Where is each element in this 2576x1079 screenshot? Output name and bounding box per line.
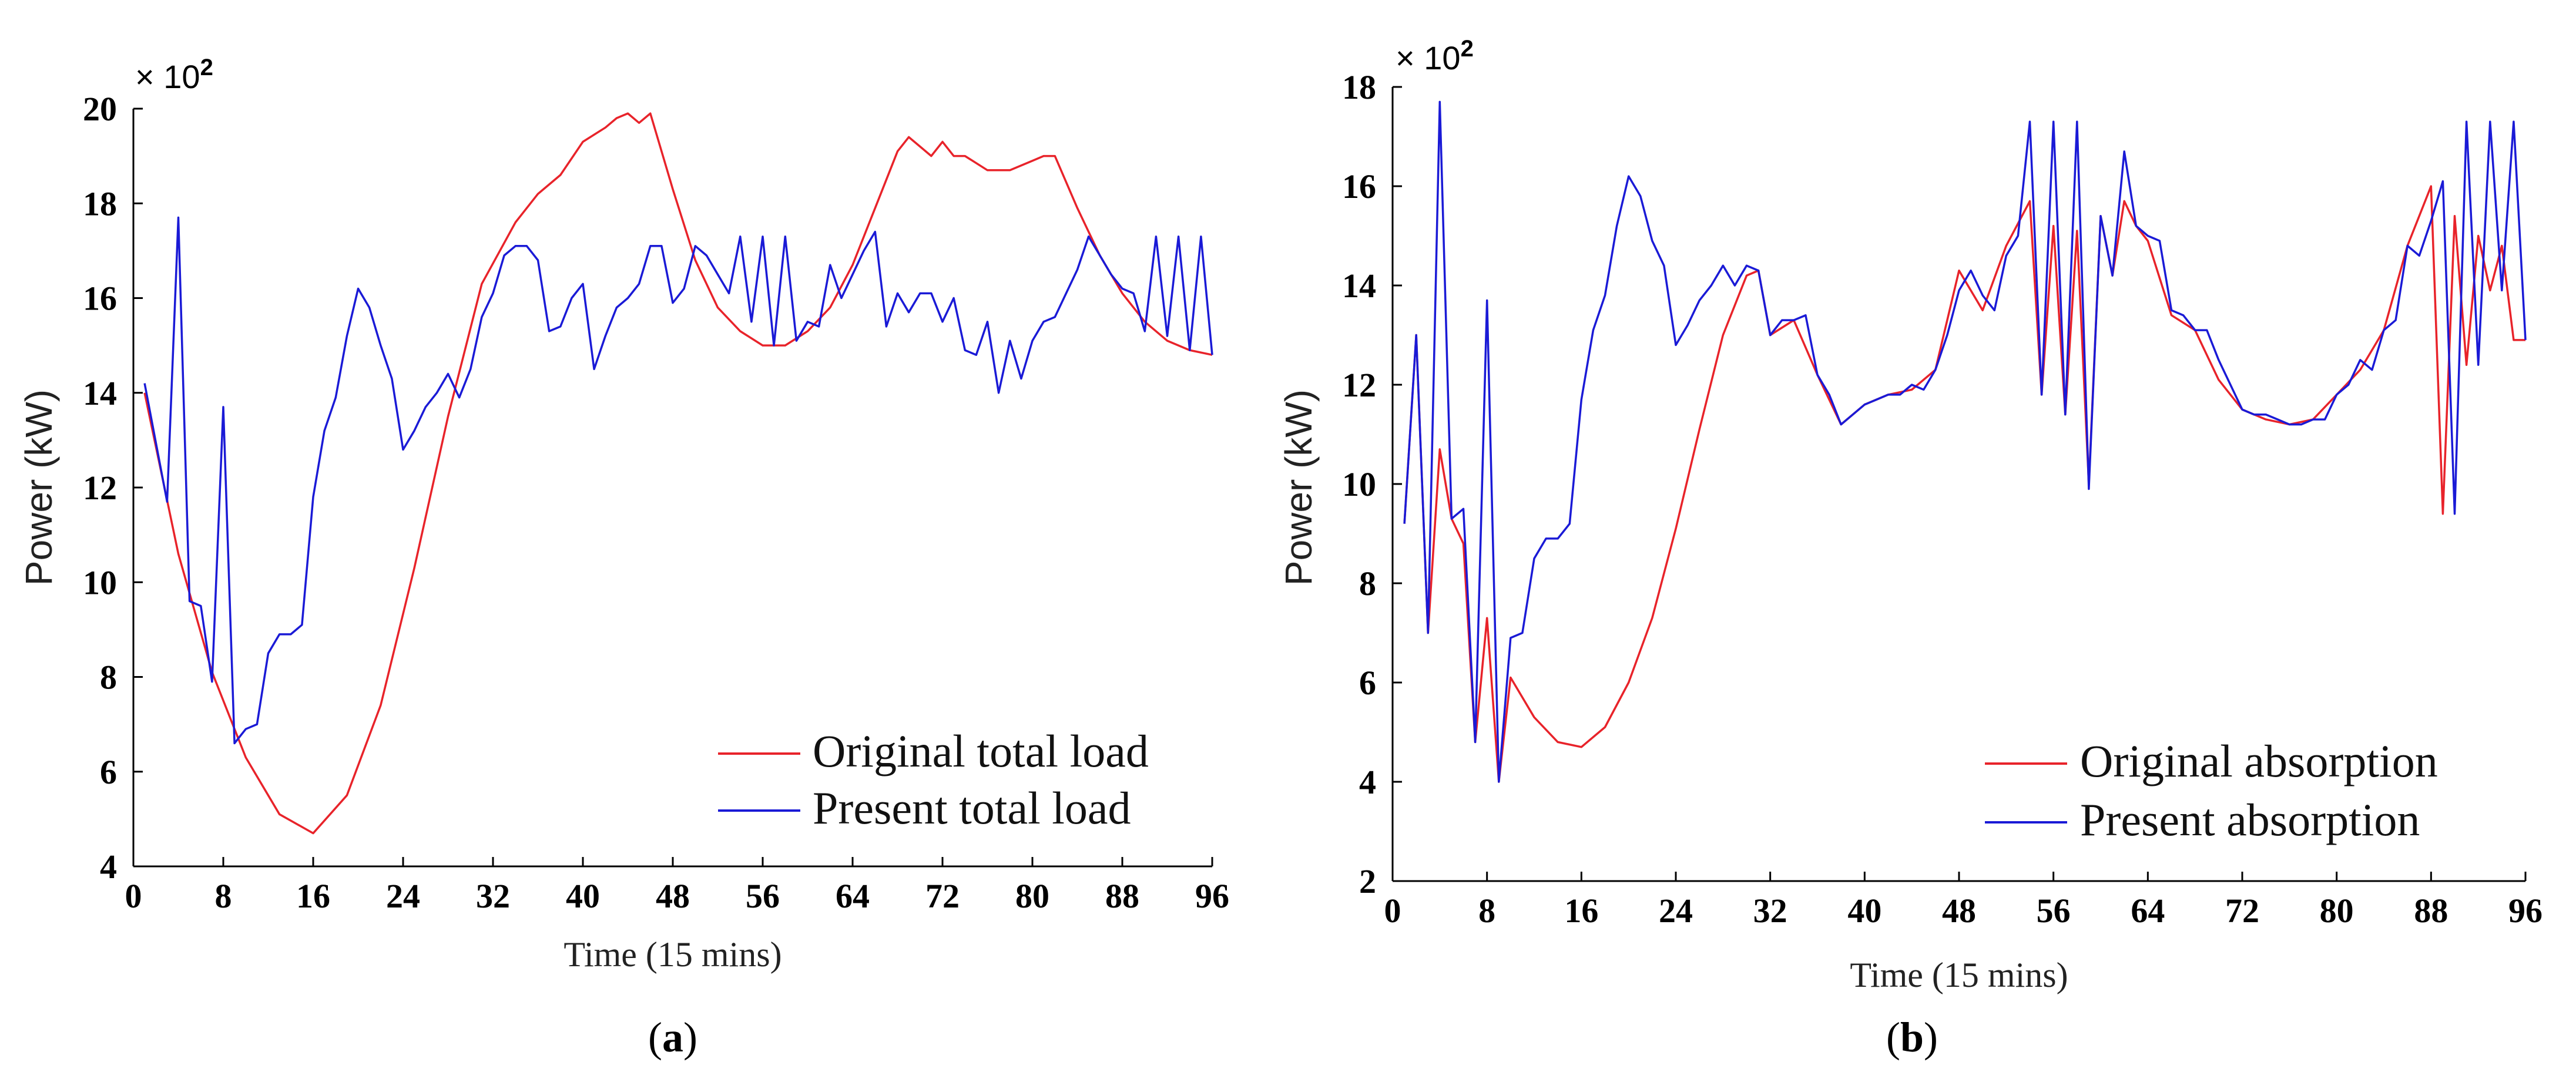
legend-label-original-b: Original absorption xyxy=(2080,735,2438,786)
panel-caption-a: (a) xyxy=(648,1014,697,1061)
x-tick-label: 32 xyxy=(1753,892,1787,930)
y-multiplier-base-b: × 10 xyxy=(1396,39,1461,76)
x-tick-label: 88 xyxy=(1105,877,1139,915)
x-tick-label: 80 xyxy=(2320,892,2354,930)
y-tick-label: 6 xyxy=(100,753,117,791)
x-tick-label: 0 xyxy=(125,877,142,915)
y-tick-label: 8 xyxy=(100,658,117,697)
x-tick-label: 64 xyxy=(2131,892,2165,930)
y-tick-label: 18 xyxy=(83,184,117,223)
x-axis-title-b: Time (15 mins) xyxy=(1850,956,2068,994)
x-tick-label: 56 xyxy=(746,877,780,915)
x-tick-label: 40 xyxy=(566,877,600,915)
legend-b: Original absorption Present absorption xyxy=(1985,735,2438,845)
legend-label-present-a: Present total load xyxy=(813,782,1131,833)
y-tick-label: 14 xyxy=(1342,267,1376,305)
y-tick-label: 4 xyxy=(100,848,117,886)
x-tick-label: 88 xyxy=(2414,892,2448,930)
y-tick-label: 16 xyxy=(83,280,117,318)
x-tick-label: 16 xyxy=(296,877,330,915)
y-tick-label: 2 xyxy=(1359,862,1376,900)
x-tick-label: 32 xyxy=(476,877,510,915)
x-tick-label: 16 xyxy=(1564,892,1598,930)
x-tick-label: 40 xyxy=(1847,892,1881,930)
series-line-original-b xyxy=(1403,185,2525,783)
x-tick-label: 48 xyxy=(656,877,690,915)
y-tick-label: 10 xyxy=(83,563,117,601)
y-tick-label: 18 xyxy=(1342,68,1376,106)
x-tick-label: 96 xyxy=(2508,892,2543,930)
legend-label-original-a: Original total load xyxy=(813,725,1149,777)
panel-caption-letter-b: b xyxy=(1900,1014,1924,1061)
y-multiplier-exp-b: 2 xyxy=(1461,36,1474,62)
ticks-a: 0 8 16 24 32 40 48 56 64 72 80 88 96 4 6 8 10 12 14 16 18 20 xyxy=(83,90,1229,915)
series-line-present-b xyxy=(1403,100,2527,783)
x-tick-label: 72 xyxy=(925,877,960,915)
y-tick-label: 12 xyxy=(83,469,117,507)
x-tick-label: 8 xyxy=(1478,892,1495,930)
panel-caption-letter-a: a xyxy=(662,1014,683,1061)
y-tick-label: 6 xyxy=(1359,664,1376,702)
x-tick-label: 96 xyxy=(1195,877,1229,915)
x-tick-label: 24 xyxy=(1659,892,1693,930)
legend-label-present-b: Present absorption xyxy=(2080,794,2420,845)
series-line-present-a xyxy=(143,216,1213,745)
y-tick-label: 14 xyxy=(83,374,117,412)
y-multiplier-b: × 102 xyxy=(1396,36,1474,76)
y-axis-title-a: Power (kW) xyxy=(18,389,60,586)
x-tick-label: 48 xyxy=(1942,892,1976,930)
legend-a: Original total load Present total load xyxy=(718,725,1149,833)
x-tick-label: 72 xyxy=(2225,892,2259,930)
x-axis-title-a: Time (15 mins) xyxy=(564,935,781,974)
x-tick-label: 80 xyxy=(1015,877,1049,915)
y-tick-label: 8 xyxy=(1359,564,1376,603)
x-tick-label: 64 xyxy=(836,877,870,915)
series-line-original-a xyxy=(143,112,1213,835)
y-multiplier-base-a: × 10 xyxy=(135,58,200,95)
x-tick-label: 0 xyxy=(1384,892,1401,930)
y-tick-label: 10 xyxy=(1342,465,1376,503)
chart-panel-a: 0 8 16 24 32 40 48 56 64 72 80 88 96468101214161820 … xyxy=(18,55,1229,1061)
series-layer-a xyxy=(143,112,1213,835)
y-tick-label: 12 xyxy=(1342,366,1376,404)
x-tick-label: 24 xyxy=(386,877,420,915)
x-tick-label: 8 xyxy=(215,877,232,915)
series-layer-b xyxy=(1403,100,2527,783)
y-multiplier-exp-a: 2 xyxy=(200,55,213,80)
y-tick-label: 4 xyxy=(1359,763,1376,801)
y-tick-label: 16 xyxy=(1342,167,1376,206)
x-tick-label: 56 xyxy=(2037,892,2071,930)
y-tick-label: 20 xyxy=(83,90,117,128)
y-axis-title-b: Power (kW) xyxy=(1277,389,1320,586)
panel-caption-b: (b) xyxy=(1886,1014,1938,1061)
y-multiplier-a: × 102 xyxy=(135,55,213,95)
